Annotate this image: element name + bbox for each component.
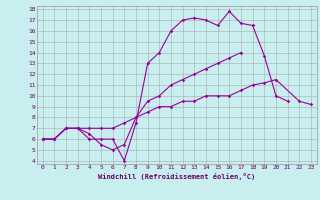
X-axis label: Windchill (Refroidissement éolien,°C): Windchill (Refroidissement éolien,°C) xyxy=(98,173,255,180)
